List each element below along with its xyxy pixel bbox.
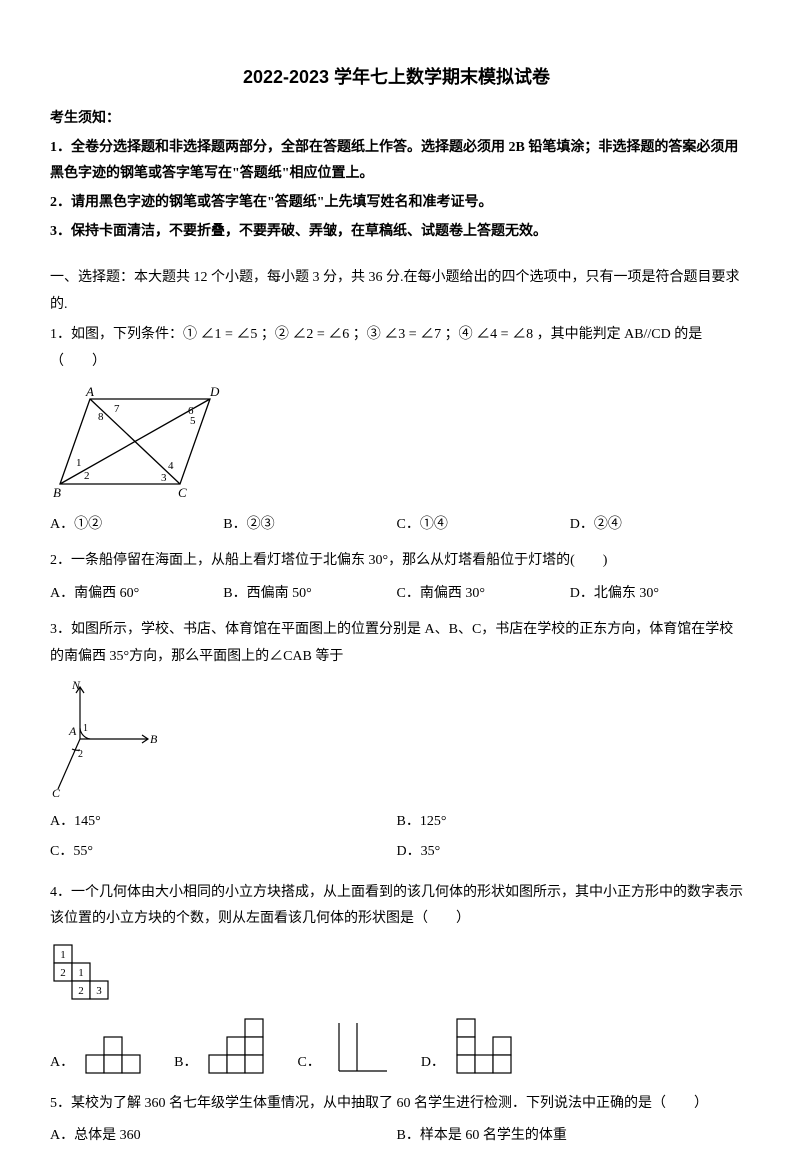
svg-text:2: 2 (60, 967, 66, 979)
q2-text: 2．一条船停留在海面上，从船上看灯塔位于北偏东 30°，那么从灯塔看船位于灯塔的… (50, 548, 743, 575)
q2-opt-c: C．南偏西 30° (397, 581, 570, 608)
q1-options: A．①② B．②③ C．①④ D．②④ (50, 512, 743, 539)
q4-a-label: A． (50, 1050, 74, 1077)
svg-text:1: 1 (60, 949, 66, 961)
q1-figure: A D B C 8 7 6 5 1 2 3 4 (50, 384, 743, 502)
instruction-1: 1．全卷分选择题和非选择题两部分，全部在答题纸上作答。选择题必须用 2B 铅笔填… (50, 135, 743, 188)
angle-2b: 2 (78, 749, 83, 760)
q3-options: A．145° B．125° C．55° D．35° (50, 809, 743, 870)
q3-figure: N A B C 1 2 (50, 679, 743, 799)
svg-text:1: 1 (78, 967, 84, 979)
instruction-2: 2．请用黑色字迹的钢笔或答字笔在"答题纸"上先填写姓名和准考证号。 (50, 190, 743, 217)
angle-8: 8 (98, 411, 104, 423)
vertex-c: C (178, 485, 187, 500)
vertex-d: D (209, 384, 220, 399)
q4-opt-a: A． (50, 1035, 144, 1077)
q4-opt-c: C． (297, 1019, 390, 1077)
angle-7: 7 (114, 403, 120, 415)
vertex-b: B (53, 485, 61, 500)
q3-opt-c: C．55° (50, 839, 397, 866)
axis-a: A (68, 724, 77, 738)
q2-opt-a: A．南偏西 60° (50, 581, 223, 608)
q3-opt-d: D．35° (397, 839, 744, 866)
q4-opt-b: B． (174, 1017, 267, 1077)
q4-b-label: B． (174, 1050, 197, 1077)
q4-top-figure: 1 2 1 2 3 (50, 941, 743, 1005)
q4-options: A． B． C． (50, 1017, 743, 1077)
svg-text:3: 3 (96, 985, 102, 997)
svg-text:2: 2 (78, 985, 84, 997)
angle-5: 5 (190, 415, 196, 427)
q5-opt-b: B．样本是 60 名学生的体重 (397, 1123, 744, 1150)
instruction-3: 3．保持卡面清洁，不要折叠，不要弄破、弄皱，在草稿纸、试题卷上答题无效。 (50, 219, 743, 246)
axis-c: C (52, 786, 61, 799)
q5-text: 5．某校为了解 360 名七年级学生体重情况，从中抽取了 60 名学生进行检测．… (50, 1091, 743, 1118)
angle-4: 4 (168, 460, 174, 472)
section1-intro: 一、选择题：本大题共 12 个小题，每小题 3 分，共 36 分.在每小题给出的… (50, 265, 743, 318)
q1-opt-c: C．①④ (397, 512, 570, 539)
angle-1b: 1 (83, 723, 88, 734)
page-title: 2022-2023 学年七上数学期末模拟试卷 (50, 60, 743, 94)
q1-text: 1．如图，下列条件：① ∠1 = ∠5 ；② ∠2 = ∠6 ；③ ∠3 = ∠… (50, 322, 743, 375)
q3-text: 3．如图所示，学校、书店、体育馆在平面图上的位置分别是 A、B、C，书店在学校的… (50, 617, 743, 670)
q4-text: 4．一个几何体由大小相同的小立方块搭成，从上面看到的该几何体的形状如图所示，其中… (50, 880, 743, 933)
vertex-a: A (85, 384, 94, 399)
q4-opt-d: D． (421, 1017, 515, 1077)
q1-opt-d: D．②④ (570, 512, 743, 539)
angle-3: 3 (161, 472, 167, 484)
angle-1: 1 (76, 457, 82, 469)
q2-opt-d: D．北偏东 30° (570, 581, 743, 608)
q2-opt-b: B．西偏南 50° (223, 581, 396, 608)
notice-header: 考生须知： (50, 106, 743, 133)
q5-opt-a: A．总体是 360 (50, 1123, 397, 1150)
q4-c-label: C． (297, 1050, 320, 1077)
q5-options: A．总体是 360 B．样本是 60 名学生的体重 (50, 1123, 743, 1154)
q1-opt-b: B．②③ (223, 512, 396, 539)
angle-2: 2 (84, 470, 90, 482)
q3-opt-a: A．145° (50, 809, 397, 836)
axis-n: N (71, 679, 81, 692)
q2-options: A．南偏西 60° B．西偏南 50° C．南偏西 30° D．北偏东 30° (50, 581, 743, 608)
q3-opt-b: B．125° (397, 809, 744, 836)
q4-d-label: D． (421, 1050, 445, 1077)
q1-opt-a: A．①② (50, 512, 223, 539)
axis-b: B (150, 732, 158, 746)
